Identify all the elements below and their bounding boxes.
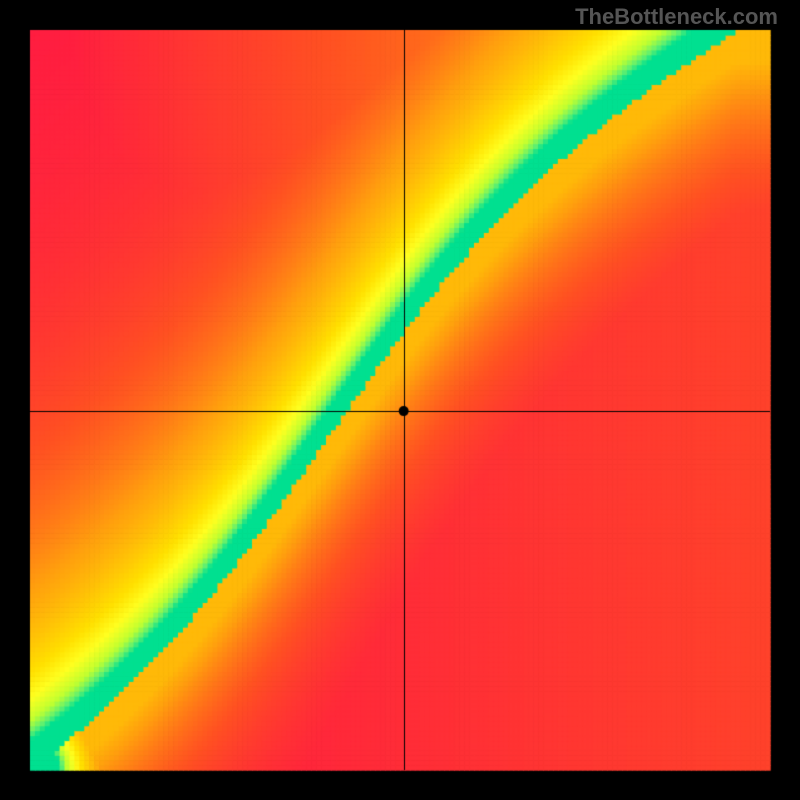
watermark-text: TheBottleneck.com [575, 4, 778, 30]
bottleneck-heatmap [0, 0, 800, 800]
chart-container: TheBottleneck.com [0, 0, 800, 800]
